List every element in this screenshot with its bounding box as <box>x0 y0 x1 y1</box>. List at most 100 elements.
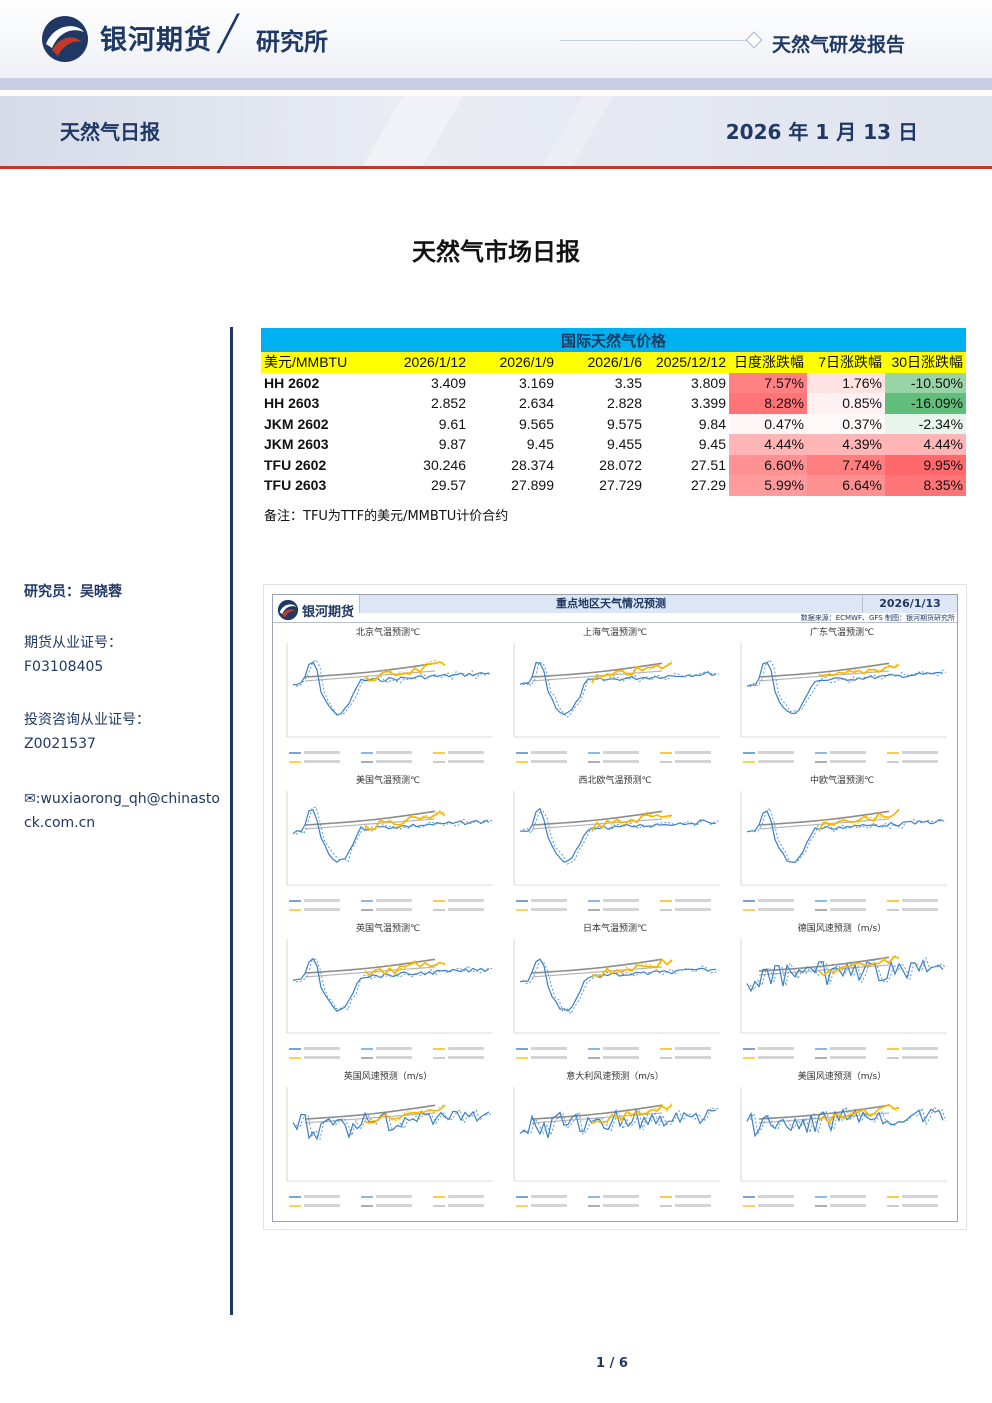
weather-header: 银河期货 重点地区天气情况预测 2026/1/13 数据来源：ECMWF、GFS… <box>273 595 957 623</box>
table-cell: 27.29 <box>690 477 726 494</box>
panel-title: 西北欧气温预测℃ <box>578 776 652 786</box>
legend-text-mark <box>830 1047 866 1050</box>
legend-text-mark <box>902 1056 938 1059</box>
email-icon: ✉ <box>24 791 36 807</box>
forecast-line <box>818 810 900 832</box>
forecast-line <box>818 1103 900 1125</box>
weather-panel: 英国风速预测（m/s） <box>275 1069 501 1217</box>
contract-name: TFU 2602 <box>264 456 327 473</box>
forecast-chart <box>286 643 493 763</box>
panel-title: 美国气温预测℃ <box>355 776 421 786</box>
forecast-line <box>818 954 900 976</box>
legend-text-mark <box>304 899 340 902</box>
forecast-line <box>295 806 493 863</box>
panel-title: 中欧气温预测℃ <box>809 776 875 786</box>
legend-text-mark <box>304 760 340 763</box>
table-cell: 7.57% <box>729 372 807 393</box>
daily-title: 天然气日报 <box>60 120 160 144</box>
red-divider <box>0 166 992 169</box>
legend-text-mark <box>603 760 639 763</box>
forecast-chart <box>513 939 720 1059</box>
table-cell: 1.76% <box>807 372 885 393</box>
forecast-line <box>522 1107 720 1137</box>
author-email[interactable]: ✉:wuxiaorong_qh@chinastock.com.cn <box>24 787 224 835</box>
panel-title: 英国气温预测℃ <box>355 924 421 934</box>
column-header: 7日涨跌幅 <box>807 352 885 373</box>
legend-text-mark <box>603 1047 639 1050</box>
legend-text-mark <box>304 908 340 911</box>
forecast-chart <box>513 1087 720 1207</box>
legend-text-mark <box>531 1047 567 1050</box>
legend-text-mark <box>448 760 484 763</box>
climatology-line <box>531 1104 663 1120</box>
legend-text-mark <box>675 760 711 763</box>
legend-text-mark <box>675 1204 711 1207</box>
brand-separator: ╱ <box>218 14 239 54</box>
legend-text-mark <box>603 751 639 754</box>
contract-name: JKM 2602 <box>264 415 329 432</box>
table-cell: 6.60% <box>729 454 807 475</box>
table-cell: 6.64% <box>807 475 885 496</box>
forecast-line <box>749 1105 947 1135</box>
observed-line <box>519 958 717 1012</box>
table-note: 备注：TFU为TTF的美元/MMBTU计价合约 <box>264 509 509 524</box>
legend-text-mark <box>448 1047 484 1050</box>
table-row: HH 2603 2.852 2.634 2.828 3.399 8.28% 0.85% -16… <box>261 393 967 414</box>
legend-text-mark <box>675 899 711 902</box>
title-band <box>0 96 992 166</box>
legend-text-mark <box>902 751 938 754</box>
table-cell: 27.51 <box>690 456 726 473</box>
legend-text-mark <box>531 908 567 911</box>
legend-text-mark <box>376 899 412 902</box>
column-header: 30日涨跌幅 <box>885 352 967 373</box>
weather-panel: 中欧气温预测℃ <box>729 773 955 921</box>
panel-title: 意大利风速预测（m/s） <box>566 1072 664 1082</box>
table-cell: 8.35% <box>885 475 967 496</box>
forecast-line <box>818 956 900 977</box>
table-cell: 27.899 <box>511 477 554 494</box>
observed-line <box>519 807 717 863</box>
legend-text-mark <box>675 908 711 911</box>
legend-text-mark <box>830 1195 866 1198</box>
legend-text-mark <box>304 1195 340 1198</box>
report-date: 2026 年 1 月 13 日 <box>725 120 918 144</box>
table-cell: 4.44% <box>729 434 807 455</box>
contract-name: HH 2602 <box>264 374 320 391</box>
weather-panel: 美国气温预测℃ <box>275 773 501 921</box>
table-cell: 9.84 <box>698 415 726 432</box>
observed-line <box>746 958 944 993</box>
email-address[interactable]: :wuxiaorong_qh@chinastock.com.cn <box>24 791 220 831</box>
weather-brand: 银河期货 <box>302 605 355 620</box>
table-cell: 0.47% <box>729 413 807 434</box>
table-cell: 29.57 <box>430 477 466 494</box>
legend-text-mark <box>531 1204 567 1207</box>
table-cell: 28.374 <box>511 456 554 473</box>
legend-text-mark <box>603 1195 639 1198</box>
legend-text-mark <box>902 899 938 902</box>
galaxy-logo-icon <box>277 599 299 621</box>
legend-text-mark <box>758 1047 794 1050</box>
table-cell: 4.39% <box>807 434 885 455</box>
forecast-line <box>591 662 673 683</box>
legend-text-mark <box>758 1204 794 1207</box>
observed-line <box>746 1107 944 1138</box>
climatology-line <box>304 662 436 678</box>
column-header: 2026/1/12 <box>365 352 469 373</box>
researcher-name: 研究员：吴晓蓉 <box>24 584 122 600</box>
legend-text-mark <box>902 1195 938 1198</box>
table-cell: 9.455 <box>606 436 642 453</box>
table-cell: 3.35 <box>614 374 642 391</box>
forecast-chart <box>740 643 947 763</box>
observed-line <box>746 661 944 715</box>
table-header-row: 美元/MMBTU 2026/1/12 2026/1/9 2026/1/6 2025/12… <box>261 352 967 373</box>
legend-text-mark <box>448 1195 484 1198</box>
legend-text-mark <box>376 751 412 754</box>
legend-text-mark <box>830 751 866 754</box>
observed-line <box>746 810 944 864</box>
forecast-chart <box>513 643 720 763</box>
galaxy-logo-icon <box>42 16 88 62</box>
page-title: 天然气市场日报 <box>412 238 580 266</box>
climatology-line <box>304 810 436 826</box>
legend-text-mark <box>758 760 794 763</box>
legend-text-mark <box>758 1195 794 1198</box>
